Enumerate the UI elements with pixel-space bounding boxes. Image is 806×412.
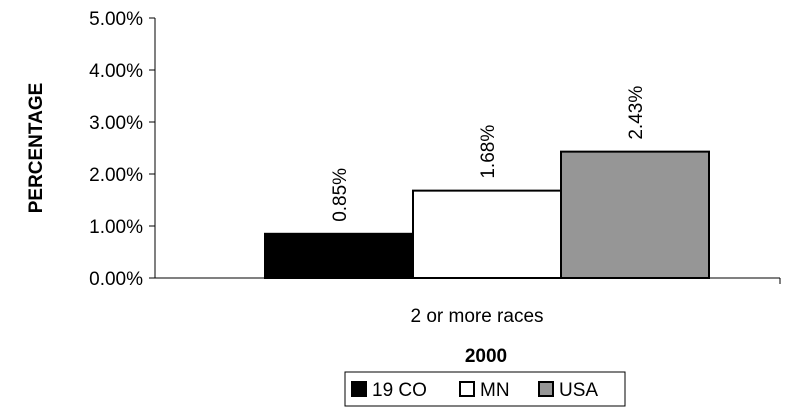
y-tick-label: 2.00% xyxy=(89,165,143,186)
legend-swatch-usa xyxy=(538,381,554,397)
y-tick-label: 5.00% xyxy=(89,9,143,30)
legend-label: 19 CO xyxy=(372,380,427,401)
legend-label: MN xyxy=(480,380,510,401)
x-axis-title: 2000 xyxy=(465,346,507,367)
bar-usa xyxy=(560,150,710,279)
bar-data-label: 2.43% xyxy=(626,86,647,140)
y-ticks: 0.00% 1.00% 2.00% 3.00% 4.00% 5.00% xyxy=(89,9,781,290)
bar-data-label: 1.68% xyxy=(478,125,499,179)
legend-box xyxy=(344,371,626,407)
bar-data-labels: 0.85% 1.68% 2.43% xyxy=(330,86,647,222)
y-tick-label: 1.00% xyxy=(89,217,143,238)
y-tick-label: 3.00% xyxy=(89,113,143,134)
x-category-label: 2 or more races xyxy=(410,306,543,327)
bar-mn xyxy=(412,189,562,279)
legend: 19 CO MN USA xyxy=(344,371,626,407)
legend-swatch-19-co xyxy=(351,381,367,397)
y-tick-label: 4.00% xyxy=(89,61,143,82)
bar-19-co xyxy=(264,232,414,280)
y-tick-label: 0.00% xyxy=(89,269,143,290)
legend-swatch-mn xyxy=(459,381,475,397)
bars xyxy=(264,150,710,280)
y-axis-title: PERCENTAGE xyxy=(26,83,47,214)
legend-label: USA xyxy=(559,380,598,401)
bar-data-label: 0.85% xyxy=(330,168,351,222)
